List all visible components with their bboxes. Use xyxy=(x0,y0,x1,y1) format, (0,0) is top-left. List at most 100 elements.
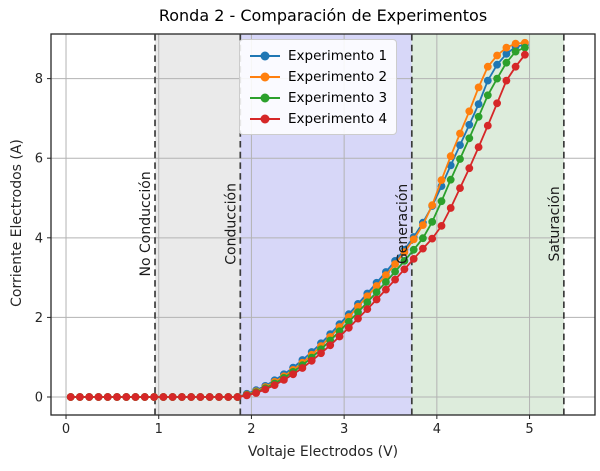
legend-item: Experimento 1 xyxy=(249,45,388,66)
series-marker xyxy=(474,143,483,152)
legend-line-dot-icon xyxy=(250,93,280,102)
series-marker xyxy=(317,349,325,358)
series-marker xyxy=(354,308,362,317)
region-label: Generación xyxy=(395,184,411,264)
series-marker xyxy=(465,120,474,129)
series-marker xyxy=(502,50,511,58)
series-marker xyxy=(344,317,353,326)
x-tick-label: 4 xyxy=(433,422,441,437)
region-label: No Conducción xyxy=(138,171,154,276)
series-marker xyxy=(326,341,335,350)
x-tick-label: 1 xyxy=(155,422,163,437)
series-marker xyxy=(122,393,131,401)
series-marker xyxy=(521,43,529,52)
region-label: Saturación xyxy=(547,186,563,261)
series-marker xyxy=(382,285,390,294)
series-marker xyxy=(428,218,437,226)
series-marker xyxy=(224,393,233,401)
series-marker xyxy=(131,393,140,401)
series-marker xyxy=(437,176,446,185)
series-marker xyxy=(242,391,251,400)
series-marker xyxy=(446,175,455,184)
series-marker xyxy=(400,257,409,265)
series-marker xyxy=(511,47,520,56)
region-label: Conducción xyxy=(223,183,239,265)
series-marker xyxy=(456,155,464,163)
series-marker xyxy=(502,43,511,52)
legend-item: Experimento 4 xyxy=(249,108,388,129)
series-marker xyxy=(493,60,501,69)
series-marker xyxy=(428,234,437,243)
series-marker xyxy=(298,364,307,372)
series-marker xyxy=(409,245,418,254)
legend-line-dot-icon xyxy=(250,114,280,123)
series-marker xyxy=(363,292,372,301)
series-marker xyxy=(483,121,492,130)
series-marker xyxy=(419,234,427,243)
series-marker xyxy=(280,376,288,384)
legend: Experimento 1 Experimento 2 Experimento … xyxy=(239,39,397,135)
series-marker xyxy=(76,393,84,401)
series-marker xyxy=(372,295,381,304)
series-marker xyxy=(437,222,446,230)
series-marker xyxy=(502,76,511,85)
series-marker xyxy=(94,393,103,401)
series-marker xyxy=(474,83,483,92)
series-marker xyxy=(391,260,399,268)
series-marker xyxy=(363,298,372,307)
series-marker xyxy=(493,51,501,60)
legend-item-label: Experimento 4 xyxy=(288,110,388,127)
legend-line-dot-icon xyxy=(250,72,280,81)
x-tick-label: 2 xyxy=(247,422,255,437)
series-marker xyxy=(382,271,390,280)
series-marker xyxy=(140,393,149,401)
series-marker xyxy=(215,393,223,401)
legend-item-label: Experimento 3 xyxy=(288,89,388,106)
series-marker xyxy=(419,244,427,253)
series-marker xyxy=(409,235,418,244)
series-marker xyxy=(354,314,362,323)
series-marker xyxy=(511,39,520,48)
series-marker xyxy=(196,393,205,401)
series-marker xyxy=(446,152,455,161)
series-marker xyxy=(103,393,112,401)
chart-title: Ronda 2 - Comparación de Experimentos xyxy=(158,6,488,25)
y-tick-label: 0 xyxy=(35,391,43,406)
series-marker xyxy=(372,282,381,290)
series-marker xyxy=(363,305,372,313)
series-marker xyxy=(178,393,186,401)
series-marker xyxy=(372,288,381,297)
series-marker xyxy=(270,381,279,389)
series-marker xyxy=(465,134,474,143)
series-marker xyxy=(456,184,464,193)
series-marker xyxy=(233,393,242,401)
series-marker xyxy=(465,107,474,116)
series-marker xyxy=(446,204,455,212)
series-marker xyxy=(382,278,390,286)
series-marker xyxy=(205,393,214,401)
x-tick-label: 0 xyxy=(62,422,70,437)
series-marker xyxy=(474,112,483,121)
series-marker xyxy=(252,389,260,397)
series-marker xyxy=(483,62,492,71)
y-tick-label: 2 xyxy=(35,311,43,326)
series-marker xyxy=(474,100,483,108)
series-marker xyxy=(400,248,409,256)
x-tick-label: 3 xyxy=(340,422,348,437)
x-axis-label: Voltaje Electrodos (V) xyxy=(247,444,399,460)
series-marker xyxy=(391,275,399,284)
y-tick-label: 8 xyxy=(35,72,43,87)
series-marker xyxy=(465,164,474,173)
series-marker xyxy=(307,356,316,365)
series-marker xyxy=(187,393,196,401)
series-marker xyxy=(354,302,362,311)
x-tick-label: 5 xyxy=(525,422,533,437)
y-tick-label: 6 xyxy=(35,152,43,167)
series-marker xyxy=(493,99,501,108)
series-marker xyxy=(85,393,94,401)
series-marker xyxy=(150,393,159,401)
plot-frame xyxy=(50,33,596,416)
series-marker xyxy=(483,76,492,85)
legend-item-label: Experimento 2 xyxy=(288,68,388,85)
